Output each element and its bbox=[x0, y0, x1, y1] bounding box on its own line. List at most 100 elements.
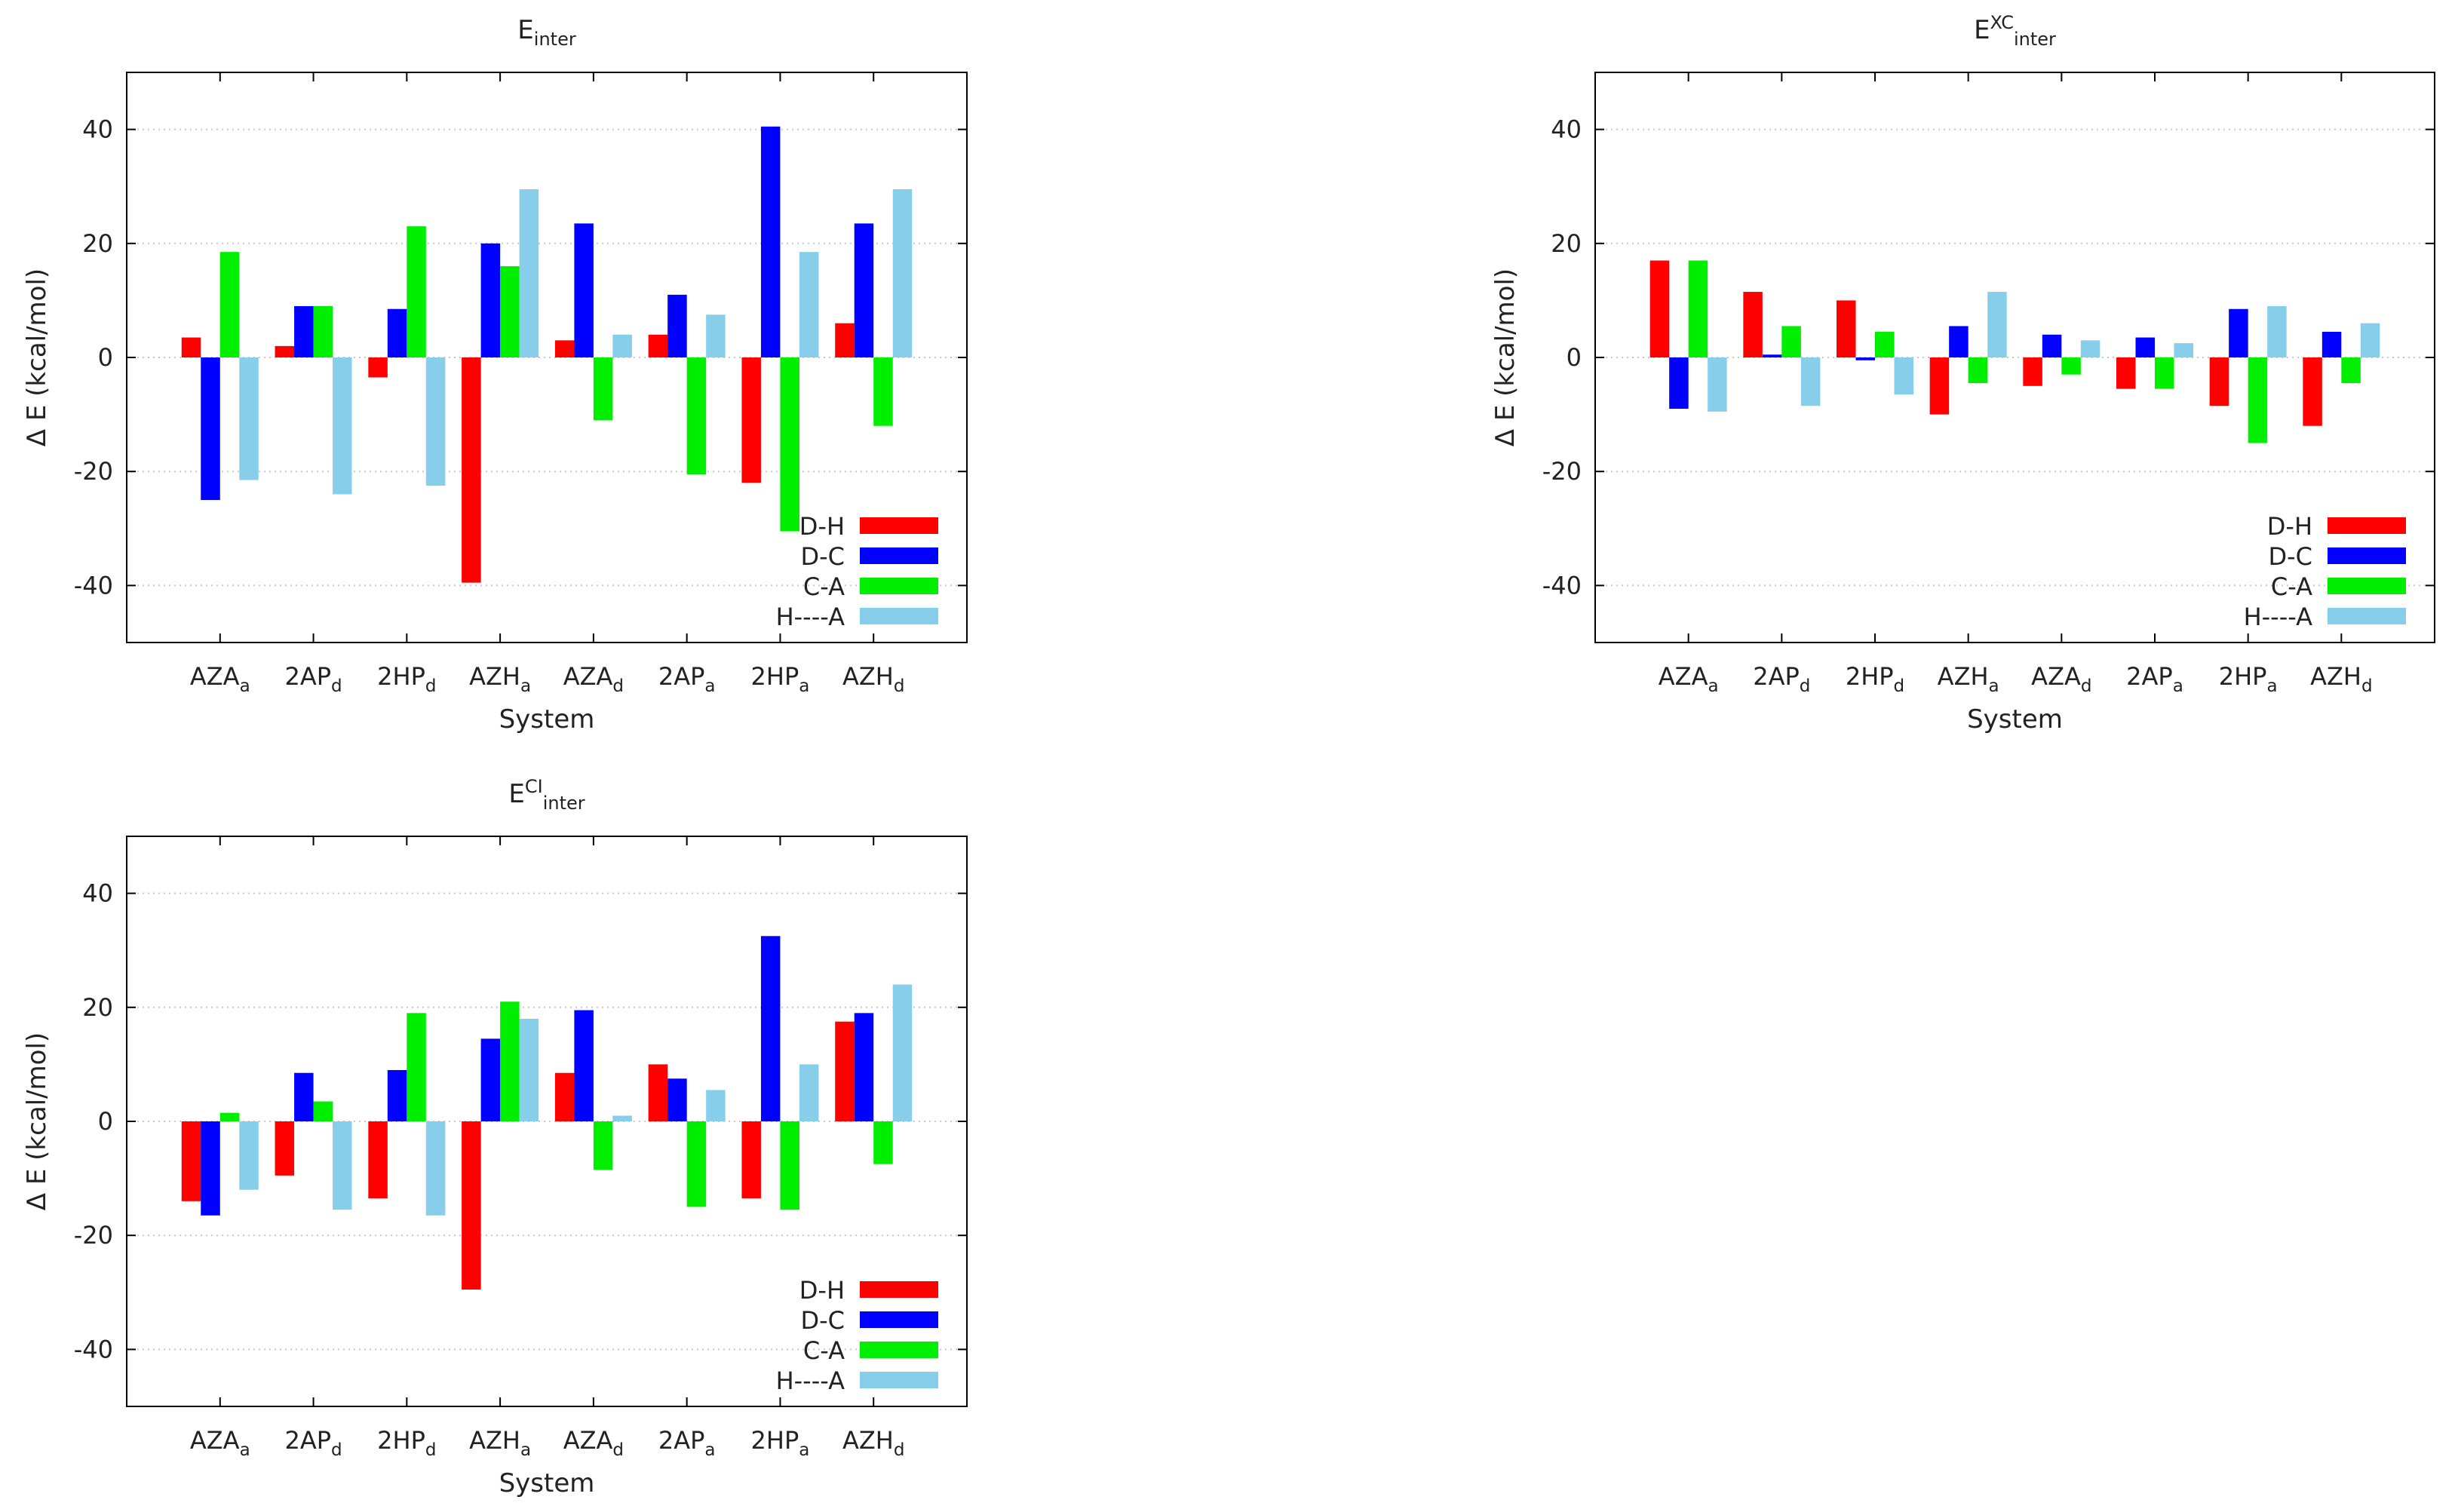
legend-swatch-h-a bbox=[860, 608, 938, 624]
bar-c-a bbox=[219, 252, 240, 357]
bar-d-h bbox=[648, 334, 668, 357]
bar-c-a bbox=[686, 357, 707, 474]
bar-h-a bbox=[892, 189, 913, 357]
legend-swatch-d-c bbox=[2328, 547, 2406, 564]
plot-frame bbox=[126, 836, 968, 1407]
bar-d-c bbox=[667, 294, 687, 357]
y-tick-label: 0 bbox=[1567, 343, 1582, 372]
bar-d-h bbox=[462, 1121, 481, 1290]
bar-h-a bbox=[425, 357, 446, 486]
bar-d-h bbox=[2116, 357, 2136, 389]
bar-h-a bbox=[799, 1064, 819, 1121]
bar-h-a bbox=[2080, 340, 2101, 357]
bar-d-c bbox=[2135, 337, 2155, 357]
x-tick-label: 2HPa bbox=[751, 662, 810, 696]
bar-h-a bbox=[799, 252, 819, 357]
y-tick-label: -20 bbox=[74, 1221, 113, 1250]
bar-d-h bbox=[2303, 357, 2322, 426]
bar-c-a bbox=[2061, 357, 2081, 375]
legend-swatch-d-c bbox=[860, 547, 938, 564]
bar-h-a bbox=[2267, 305, 2287, 357]
bar-d-c bbox=[574, 223, 594, 357]
x-axis-label: System bbox=[499, 1468, 595, 1498]
plot-frame bbox=[126, 72, 968, 643]
y-tick-label: 0 bbox=[98, 1107, 113, 1136]
legend-label: C-A bbox=[803, 572, 845, 601]
bar-c-a bbox=[313, 1101, 333, 1121]
bar-c-a bbox=[500, 266, 520, 357]
bar-d-h bbox=[462, 357, 481, 583]
bar-h-a bbox=[239, 357, 259, 480]
bar-d-h bbox=[741, 357, 761, 483]
bar-d-c bbox=[667, 1078, 687, 1121]
y-tick-label: -40 bbox=[74, 1335, 113, 1363]
legend-swatch-d-h bbox=[860, 1281, 938, 1298]
bar-d-c bbox=[1855, 357, 1875, 360]
bar-d-h bbox=[1837, 300, 1856, 357]
bar-h-a bbox=[425, 1121, 446, 1216]
x-tick-label: AZHd bbox=[2310, 662, 2372, 696]
bar-h-a bbox=[1894, 357, 1913, 395]
bar-d-c bbox=[387, 308, 407, 357]
legend: D-HD-CC-AH----A bbox=[2244, 512, 2406, 631]
x-tick-label: 2HPa bbox=[2219, 662, 2278, 696]
bar-c-a bbox=[593, 357, 613, 421]
bar-d-h bbox=[1929, 357, 1950, 415]
bar-d-h bbox=[275, 1121, 295, 1176]
bar-d-h bbox=[835, 323, 855, 357]
bar-h-a bbox=[706, 314, 726, 357]
bar-c-a bbox=[873, 357, 893, 426]
bar-d-c bbox=[1762, 354, 1782, 357]
bar-c-a bbox=[873, 1121, 893, 1164]
legend-label: D-H bbox=[799, 1276, 845, 1305]
legend-label: D-C bbox=[800, 1306, 845, 1335]
y-axis-label: Δ E (kcal/mol) bbox=[22, 268, 52, 446]
y-tick-label: 20 bbox=[82, 993, 113, 1022]
legend-swatch-c-a bbox=[860, 578, 938, 594]
bar-d-h bbox=[741, 1121, 761, 1199]
bar-h-a bbox=[2174, 343, 2193, 357]
bar-d-h bbox=[2023, 357, 2042, 386]
bar-d-c bbox=[480, 243, 501, 357]
bar-d-h bbox=[648, 1064, 668, 1121]
x-tick-label: 2APa bbox=[658, 1426, 716, 1460]
bar-d-c bbox=[294, 1072, 314, 1121]
legend-label: C-A bbox=[2271, 572, 2312, 601]
bar-d-h bbox=[181, 337, 201, 357]
bar-d-c bbox=[1949, 326, 1969, 357]
bar-d-c bbox=[854, 223, 874, 357]
x-tick-label: 2HPd bbox=[377, 662, 436, 696]
chart-panel-3: -40 -20 0 20 40 AZAa 2APd 2HPd AZHa AZAd 2APa 2HPa A… bbox=[22, 776, 968, 1498]
y-tick-label: 20 bbox=[82, 229, 113, 258]
y-tick-label: 20 bbox=[1551, 229, 1582, 258]
y-tick-label: -40 bbox=[1542, 571, 1582, 600]
bar-c-a bbox=[2155, 357, 2174, 389]
y-tick-label: -20 bbox=[74, 457, 113, 486]
bar-d-c bbox=[760, 936, 781, 1121]
bar-c-a bbox=[1781, 326, 1801, 357]
bar-d-h bbox=[1743, 292, 1763, 357]
x-tick-label: AZHa bbox=[469, 662, 531, 696]
bar-c-a bbox=[686, 1121, 707, 1207]
y-tick-label: 40 bbox=[82, 879, 113, 908]
bar-c-a bbox=[407, 226, 426, 357]
bar-d-c bbox=[854, 1013, 874, 1121]
x-tick-label: AZHa bbox=[1938, 662, 1999, 696]
x-tick-label: AZHd bbox=[842, 662, 904, 696]
x-tick-label: 2APa bbox=[2126, 662, 2183, 696]
x-tick-label: AZAd bbox=[563, 1426, 624, 1460]
bar-d-c bbox=[2042, 334, 2062, 357]
bar-c-a bbox=[500, 1001, 520, 1121]
bar-d-h bbox=[554, 1072, 575, 1121]
x-tick-label: AZAa bbox=[190, 662, 250, 696]
legend-label: D-C bbox=[2268, 542, 2312, 571]
bar-c-a bbox=[219, 1112, 240, 1121]
y-tick-label: 0 bbox=[98, 343, 113, 372]
bar-c-a bbox=[313, 305, 333, 357]
x-tick-label: 2HPa bbox=[751, 1426, 810, 1460]
bar-d-h bbox=[181, 1121, 201, 1201]
bar-d-c bbox=[201, 1121, 220, 1216]
x-tick-label: AZAa bbox=[1659, 662, 1719, 696]
legend-swatch-h-a bbox=[860, 1372, 938, 1388]
